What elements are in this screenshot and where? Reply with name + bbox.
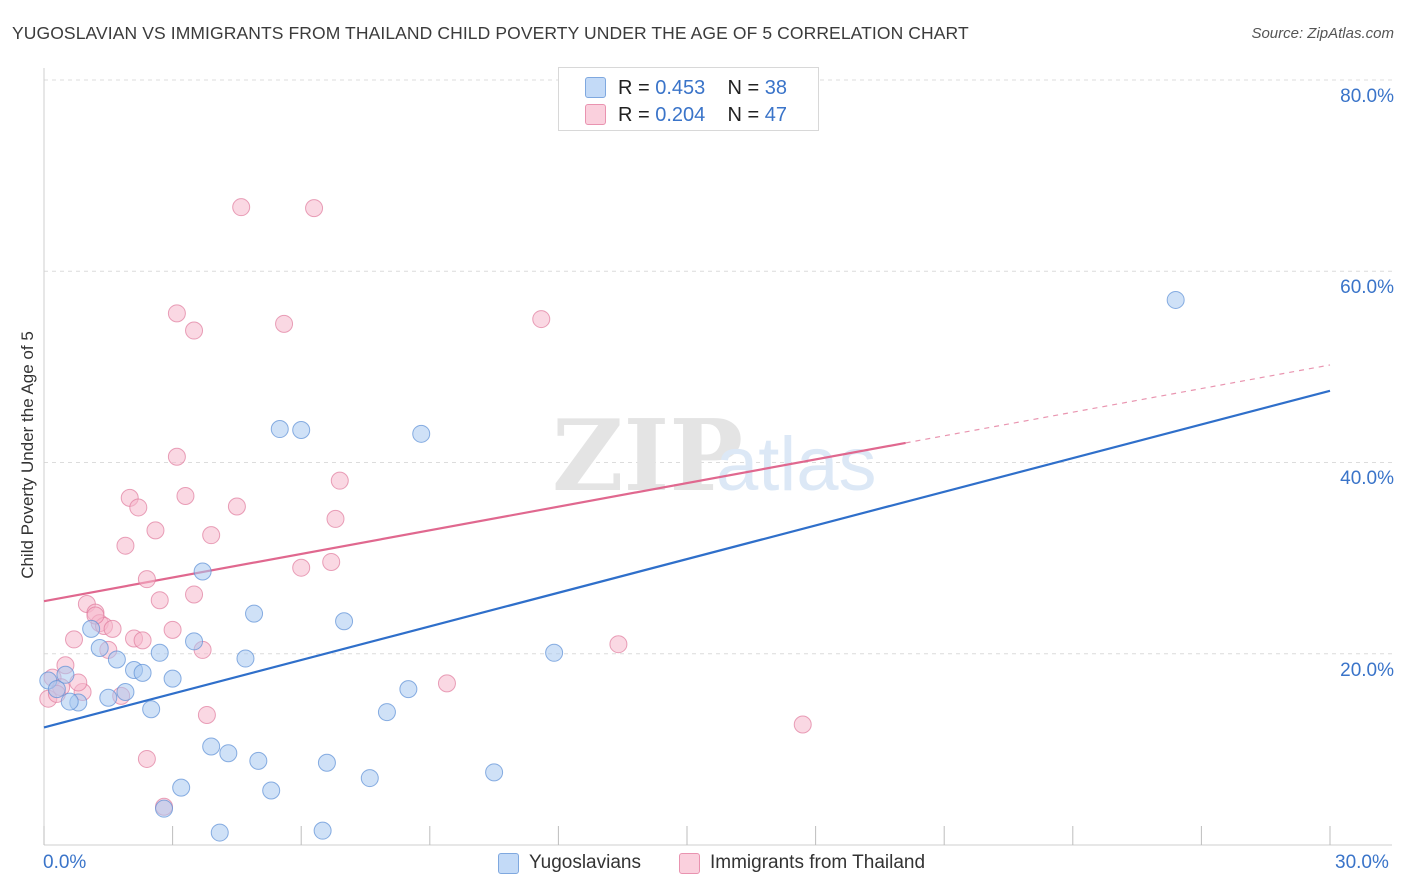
data-point	[313, 821, 332, 840]
data-point	[133, 631, 152, 650]
legend-n-label: N =	[727, 77, 760, 99]
data-point	[142, 700, 161, 719]
data-point	[133, 663, 152, 682]
grid-lines	[44, 79, 1392, 655]
chart-source: Source: ZipAtlas.com	[1251, 25, 1394, 42]
data-point	[146, 521, 165, 540]
trend-line-solid	[43, 441, 906, 603]
data-point	[236, 649, 255, 668]
data-point	[82, 619, 101, 638]
data-point	[163, 620, 182, 639]
data-point	[137, 749, 156, 768]
data-point	[545, 643, 564, 662]
data-point	[65, 630, 84, 649]
data-point	[90, 639, 109, 658]
data-point	[56, 665, 75, 684]
watermark: ZIP atlas	[552, 399, 877, 514]
data-point	[305, 199, 324, 218]
data-points	[39, 198, 1185, 842]
bottom-legend-swatch-thailand	[679, 853, 700, 874]
trend-line	[43, 389, 1331, 729]
data-point	[116, 683, 135, 701]
correlation-legend: R = 0.453 N = 38 R = 0.204 N = 47	[558, 67, 819, 131]
data-point	[335, 612, 354, 631]
data-point	[210, 823, 229, 842]
data-point	[270, 420, 289, 439]
legend-r-value: 0.453	[655, 77, 706, 99]
data-point	[137, 570, 156, 589]
data-point	[793, 715, 812, 734]
data-point	[193, 562, 212, 581]
x-tick-max: 30.0%	[1335, 852, 1389, 873]
data-point	[176, 486, 195, 505]
legend-n-value: 38	[764, 77, 788, 99]
data-point	[609, 635, 628, 654]
watermark-zip: ZIP	[552, 399, 743, 514]
data-point	[103, 619, 122, 638]
data-point	[485, 763, 504, 782]
y-tick-40: 40.0%	[1340, 468, 1394, 489]
watermark-atlas: atlas	[716, 422, 877, 507]
legend-swatch-thailand	[585, 104, 606, 125]
data-point	[150, 643, 169, 662]
data-point	[185, 632, 204, 651]
bottom-legend-label-yugoslavians: Yugoslavians	[529, 852, 641, 873]
legend-r-label: R =	[618, 104, 650, 126]
y-axis-label: Child Poverty Under the Age of 5	[18, 331, 37, 579]
data-point	[167, 447, 186, 466]
data-point	[275, 314, 294, 333]
bottom-legend-swatch-yugoslavians	[498, 853, 519, 874]
data-point	[60, 692, 79, 711]
data-point	[107, 650, 126, 669]
y-tick-60: 60.0%	[1340, 277, 1394, 298]
data-point	[219, 744, 238, 763]
data-point	[292, 420, 311, 439]
data-point	[129, 498, 148, 517]
data-point	[360, 769, 379, 788]
data-point	[326, 509, 345, 528]
data-point	[245, 604, 264, 623]
axes	[43, 68, 1392, 846]
data-point	[262, 781, 281, 800]
data-point	[377, 703, 396, 722]
data-point	[399, 680, 418, 699]
data-point	[197, 705, 216, 724]
data-point	[1166, 290, 1185, 309]
data-point	[292, 558, 311, 577]
data-point	[163, 669, 182, 688]
trend-lines	[43, 364, 1331, 729]
data-point	[330, 471, 349, 490]
data-point	[167, 304, 186, 323]
legend-n-label: N =	[727, 104, 760, 126]
data-point	[99, 688, 118, 707]
data-point	[232, 198, 251, 217]
data-point	[322, 552, 341, 571]
data-point	[47, 680, 66, 699]
data-point	[412, 424, 431, 443]
data-point	[437, 674, 456, 693]
data-point	[150, 591, 169, 610]
data-point	[532, 310, 551, 329]
legend-n-value: 47	[764, 104, 788, 126]
chart-title: YUGOSLAVIAN VS IMMIGRANTS FROM THAILAND …	[12, 23, 969, 43]
data-point	[202, 526, 221, 545]
data-point	[155, 799, 174, 818]
bottom-legend-label-thailand: Immigrants from Thailand	[710, 852, 926, 873]
data-point	[185, 585, 204, 604]
data-point	[185, 321, 204, 340]
data-point	[249, 751, 268, 770]
legend-swatch-yugoslavians	[585, 77, 606, 98]
data-point	[202, 737, 221, 756]
x-tick-min: 0.0%	[43, 852, 87, 873]
legend-r-value: 0.204	[655, 104, 706, 126]
trend-line-dashed	[905, 364, 1331, 444]
data-point	[317, 753, 336, 772]
data-point	[227, 497, 246, 516]
data-point	[172, 778, 191, 797]
y-tick-20: 20.0%	[1340, 660, 1394, 681]
legend-r-label: R =	[618, 77, 650, 99]
y-tick-80: 80.0%	[1340, 86, 1394, 107]
data-point	[116, 536, 135, 555]
